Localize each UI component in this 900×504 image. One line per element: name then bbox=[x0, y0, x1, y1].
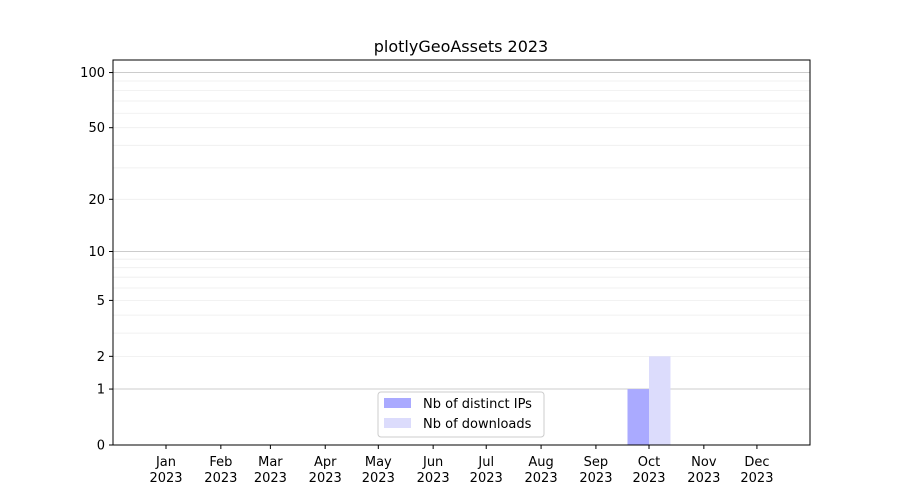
x-tick-label-month: Oct bbox=[638, 455, 660, 470]
x-tick-label-month: Jan bbox=[155, 455, 176, 470]
x-tick-label-year: 2023 bbox=[362, 471, 395, 486]
x-tick-label-year: 2023 bbox=[470, 471, 503, 486]
x-axis: Jan2023Feb2023Mar2023Apr2023May2023Jun20… bbox=[149, 445, 773, 486]
x-tick-label-year: 2023 bbox=[204, 471, 237, 486]
x-tick-label-year: 2023 bbox=[632, 471, 665, 486]
y-tick-label: 5 bbox=[97, 294, 105, 309]
chart-title: plotlyGeoAssets 2023 bbox=[374, 37, 548, 56]
y-tick-label: 100 bbox=[80, 66, 105, 81]
x-tick-label-month: Mar bbox=[258, 455, 283, 470]
bars bbox=[627, 356, 671, 445]
y-tick-label: 20 bbox=[88, 193, 105, 208]
x-tick-label-year: 2023 bbox=[687, 471, 720, 486]
x-tick-label-year: 2023 bbox=[417, 471, 450, 486]
legend-label: Nb of downloads bbox=[423, 417, 532, 432]
bar-distinct-ips bbox=[627, 389, 649, 445]
x-tick-label-month: Feb bbox=[209, 455, 232, 470]
legend-label: Nb of distinct IPs bbox=[423, 397, 532, 412]
x-tick-label-month: May bbox=[365, 455, 392, 470]
y-tick-label: 50 bbox=[88, 121, 105, 136]
x-tick-label-month: Nov bbox=[691, 455, 717, 470]
x-tick-label-year: 2023 bbox=[740, 471, 773, 486]
plot-frame bbox=[112, 59, 811, 446]
bar-downloads bbox=[649, 356, 671, 445]
x-tick-label-month: Jul bbox=[477, 455, 494, 470]
x-tick-label-month: Dec bbox=[744, 455, 769, 470]
x-tick-label-month: Apr bbox=[314, 455, 337, 470]
x-tick-label-year: 2023 bbox=[149, 471, 182, 486]
y-tick-label: 1 bbox=[97, 383, 105, 398]
grid bbox=[113, 72, 810, 390]
legend-swatch bbox=[384, 418, 411, 428]
y-axis: 0 1 2 5 10 20 50 100 bbox=[80, 66, 113, 454]
legend-swatch bbox=[384, 398, 411, 408]
x-tick-label-month: Sep bbox=[584, 455, 609, 470]
y-tick-label: 0 bbox=[97, 439, 105, 454]
y-tick-label: 2 bbox=[97, 350, 105, 365]
legend-box bbox=[377, 391, 545, 438]
x-tick-label-month: Aug bbox=[528, 455, 553, 470]
x-tick-label-year: 2023 bbox=[254, 471, 287, 486]
x-tick-label-year: 2023 bbox=[525, 471, 558, 486]
x-tick-label-month: Jun bbox=[422, 455, 443, 470]
x-tick-label-year: 2023 bbox=[309, 471, 342, 486]
y-tick-label: 10 bbox=[88, 245, 105, 260]
legend: Nb of distinct IPs Nb of downloads bbox=[377, 391, 545, 438]
x-tick-label-year: 2023 bbox=[579, 471, 612, 486]
